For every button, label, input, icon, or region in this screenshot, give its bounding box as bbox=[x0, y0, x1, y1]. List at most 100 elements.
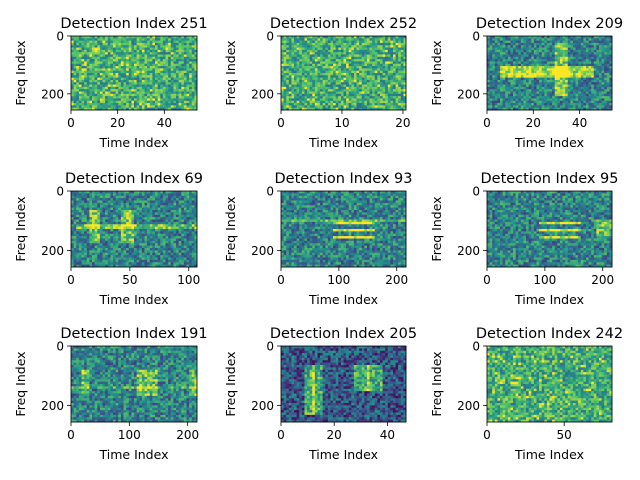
heatmap-cell bbox=[325, 79, 329, 83]
heatmap-cell bbox=[170, 105, 174, 109]
heatmap-cell bbox=[110, 47, 114, 51]
heatmap-cell bbox=[134, 82, 138, 85]
heatmap-cell bbox=[81, 68, 85, 72]
heatmap-cell bbox=[497, 66, 501, 69]
heatmap-cell bbox=[89, 36, 93, 39]
heatmap-cell bbox=[194, 100, 198, 104]
heatmap-cell bbox=[165, 198, 169, 201]
heatmap-cell bbox=[97, 54, 101, 58]
heatmap-cell bbox=[107, 54, 111, 58]
heatmap-cell bbox=[580, 59, 584, 62]
heatmap-cell bbox=[518, 70, 522, 74]
heatmap-cell bbox=[176, 100, 180, 104]
heatmap-cell bbox=[567, 79, 571, 83]
heatmap-cell bbox=[118, 38, 122, 42]
heatmap-cell bbox=[162, 93, 166, 97]
heatmap-cell bbox=[335, 91, 339, 95]
heatmap-cell bbox=[565, 63, 569, 67]
heatmap-cell bbox=[155, 103, 159, 106]
heatmap-cell bbox=[593, 98, 597, 102]
heatmap-cell bbox=[502, 52, 506, 55]
heatmap-cell bbox=[400, 49, 404, 53]
heatmap-cell bbox=[596, 68, 600, 72]
heatmap-cell bbox=[374, 47, 378, 51]
heatmap-cell bbox=[361, 77, 365, 81]
heatmap-cell bbox=[500, 89, 504, 92]
heatmap-cell bbox=[598, 89, 602, 92]
heatmap-cell bbox=[314, 82, 318, 85]
heatmap-cell bbox=[183, 42, 187, 46]
heatmap-cell bbox=[128, 100, 132, 104]
heatmap-cell bbox=[604, 70, 608, 74]
heatmap-cell bbox=[494, 70, 498, 74]
heatmap-cell bbox=[330, 61, 334, 65]
heatmap-cell bbox=[552, 63, 556, 67]
heatmap-cell bbox=[286, 42, 290, 46]
heatmap-cell bbox=[513, 82, 517, 85]
heatmap-cell bbox=[601, 38, 605, 42]
heatmap-cell bbox=[191, 52, 195, 55]
heatmap-cell bbox=[299, 68, 303, 72]
heatmap-cell bbox=[78, 45, 82, 48]
heatmap-cell bbox=[176, 105, 180, 109]
heatmap-cell bbox=[102, 66, 106, 69]
heatmap-cell bbox=[507, 86, 511, 90]
heatmap-cell bbox=[575, 61, 579, 65]
heatmap-cell bbox=[335, 47, 339, 51]
heatmap-cell bbox=[149, 100, 153, 104]
heatmap-cell bbox=[513, 47, 517, 51]
heatmap-cell bbox=[120, 200, 124, 204]
heatmap-cell bbox=[76, 93, 80, 97]
heatmap-cell bbox=[382, 100, 386, 104]
heatmap-cell bbox=[178, 91, 182, 95]
heatmap-cell bbox=[518, 93, 522, 97]
heatmap-cell bbox=[86, 96, 90, 99]
heatmap-cell bbox=[557, 79, 561, 83]
heatmap-cell bbox=[320, 91, 324, 95]
heatmap-cell bbox=[102, 38, 106, 42]
heatmap-cell bbox=[356, 75, 360, 79]
heatmap-cell bbox=[546, 79, 550, 83]
heatmap-cell bbox=[128, 40, 132, 44]
heatmap-cell bbox=[565, 75, 569, 79]
heatmap-cell bbox=[606, 49, 610, 53]
heatmap-cell bbox=[134, 59, 138, 62]
heatmap-cell bbox=[604, 47, 608, 51]
heatmap-cell bbox=[281, 91, 284, 95]
heatmap-cell bbox=[390, 49, 394, 53]
heatmap-cell bbox=[110, 66, 114, 69]
heatmap-cell bbox=[327, 42, 331, 46]
heatmap-cell bbox=[149, 205, 153, 209]
heatmap-cell bbox=[181, 86, 185, 90]
heatmap-cell bbox=[497, 45, 501, 48]
heatmap-cell bbox=[340, 79, 344, 83]
heatmap-cell bbox=[312, 42, 316, 46]
heatmap-cell bbox=[572, 105, 576, 109]
heatmap-cell bbox=[102, 96, 106, 99]
heatmap-cell bbox=[84, 36, 88, 39]
heatmap-cell bbox=[170, 52, 174, 55]
heatmap-cell bbox=[387, 103, 391, 106]
heatmap-cell bbox=[155, 93, 159, 97]
heatmap-cell bbox=[580, 86, 584, 90]
heatmap-cell bbox=[572, 73, 576, 76]
heatmap-cell bbox=[176, 79, 180, 83]
heatmap-cell bbox=[523, 56, 527, 60]
heatmap-cell bbox=[526, 77, 530, 81]
heatmap-cell bbox=[335, 75, 339, 79]
heatmap-cell bbox=[366, 98, 370, 102]
heatmap-cell bbox=[593, 63, 597, 67]
heatmap-cell bbox=[165, 77, 169, 81]
heatmap-cell bbox=[294, 91, 298, 95]
heatmap-cell bbox=[562, 75, 566, 79]
heatmap-cell bbox=[369, 52, 373, 55]
heatmap-cell bbox=[183, 70, 187, 74]
heatmap-cell bbox=[304, 52, 308, 55]
heatmap-cell bbox=[107, 68, 111, 72]
heatmap-cell bbox=[359, 93, 363, 97]
heatmap-cell bbox=[567, 59, 571, 62]
heatmap-cell bbox=[317, 66, 321, 69]
heatmap-cell bbox=[110, 98, 114, 102]
heatmap-cell bbox=[78, 105, 82, 109]
